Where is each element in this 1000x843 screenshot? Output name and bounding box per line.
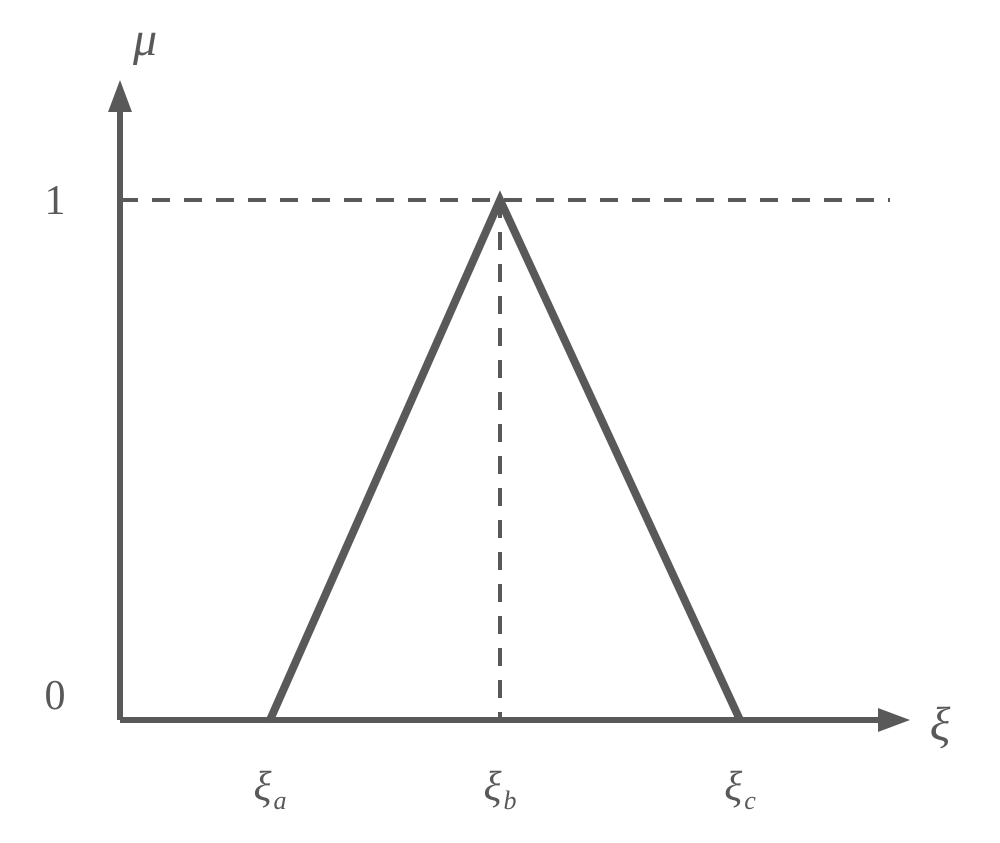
y-tick-label-0: 0: [45, 673, 66, 719]
x-tick-label-xi-c: ξc: [724, 764, 756, 815]
y-axis-label: μ: [132, 13, 157, 66]
membership-function-diagram: μ ξ 1 0 ξa ξb ξc: [0, 0, 1000, 843]
x-tick-label-xi-a: ξa: [253, 764, 286, 815]
y-axis-arrow-icon: [108, 80, 132, 112]
x-axis-label: ξ: [930, 698, 951, 751]
membership-triangle: [270, 200, 740, 720]
diagram-svg: μ ξ 1 0 ξa ξb ξc: [0, 0, 1000, 843]
x-tick-label-xi-b: ξb: [483, 764, 516, 815]
y-tick-label-1: 1: [45, 178, 66, 224]
x-axis-arrow-icon: [878, 708, 910, 732]
